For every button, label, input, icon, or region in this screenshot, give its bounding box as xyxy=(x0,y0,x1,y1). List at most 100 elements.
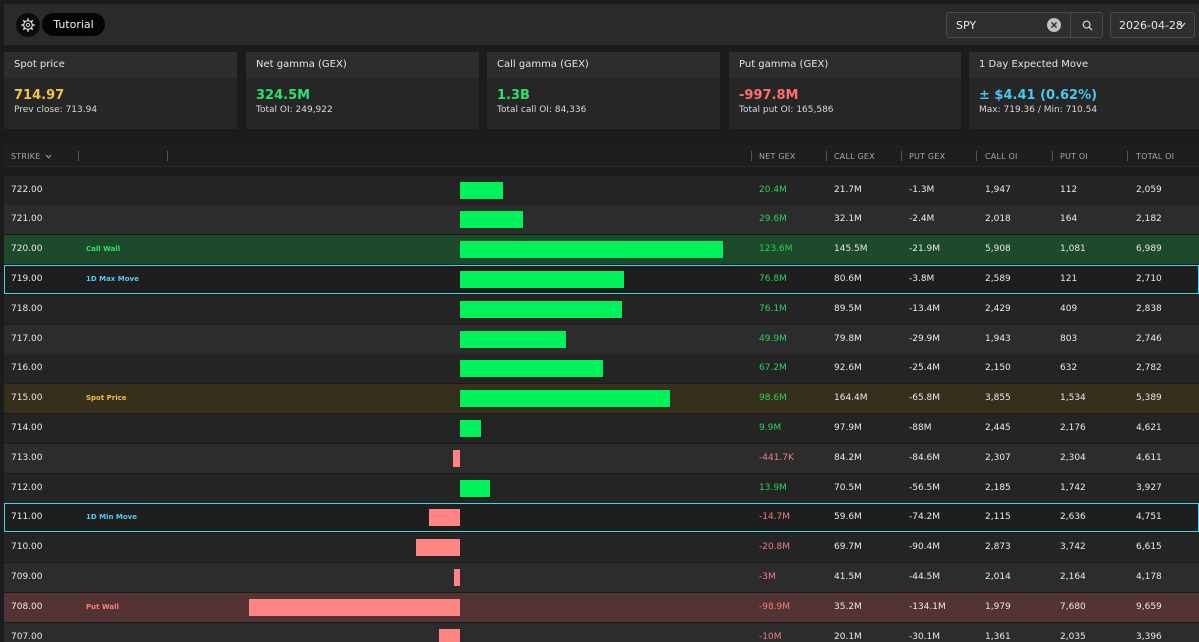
clear-icon xyxy=(1051,22,1057,28)
table-row[interactable]: 710.00 -20.8M 69.7M -90.4M 2,873 3,742 6,615 xyxy=(4,533,1199,563)
put-gamma-value: -997.8M xyxy=(739,88,799,103)
prev-close: Prev close: 713.94 xyxy=(14,105,98,115)
strike-cell: 715.00 xyxy=(11,393,43,404)
put-oi-cell: 2,304 xyxy=(1060,452,1086,463)
strike-cell: 716.00 xyxy=(11,363,43,374)
table-row[interactable]: 709.00 -3M 41.5M -44.5M 2,014 2,164 4,178 xyxy=(4,562,1199,592)
put-gex-cell: -21.9M xyxy=(909,244,941,255)
search-button[interactable] xyxy=(1071,13,1103,37)
call-gamma-value: 1.3B xyxy=(497,88,530,103)
strike-cell: 719.00 xyxy=(11,273,43,284)
table-row[interactable]: 708.00 Put Wall -98.9M 35.2M -134.1M 1,979 7,6… xyxy=(4,592,1199,622)
put-gex-cell: -2.4M xyxy=(909,214,935,225)
move-range: Max: 719.36 / Min: 710.54 xyxy=(979,105,1098,115)
table-row[interactable]: 722.00 20.4M 21.7M -1.3M 1,947 112 2,059 xyxy=(4,175,1199,205)
call-oi-cell: 2,589 xyxy=(985,273,1011,284)
net-gamma-value: 324.5M xyxy=(256,88,311,103)
net-gex-bar xyxy=(452,449,460,467)
net-gex-bar xyxy=(460,330,567,348)
call-oi-cell: 2,445 xyxy=(985,422,1011,433)
column-divider xyxy=(167,151,168,161)
call-gex-cell: 164.4M xyxy=(834,393,868,404)
card-title: Net gamma (GEX) xyxy=(246,52,479,78)
gex-table-body: 723.00 722.00 20.4M 21.7M -1.3M 1,947 112 2,059… xyxy=(4,161,1199,642)
spot-price-value: 714.97 xyxy=(14,88,65,103)
top-bar: Tutorial 2026-04-28 xyxy=(4,4,1199,45)
table-row[interactable]: 719.00 1D Max Move 76.8M 80.6M -3.8M 2,589 121… xyxy=(4,264,1199,294)
ticker-search xyxy=(946,12,1103,38)
net-gex-cell: -3M xyxy=(759,571,776,582)
call-oi-cell: 2,429 xyxy=(985,303,1011,314)
level-tag: Call Wall xyxy=(86,245,121,254)
put-oi-column-header[interactable]: PUT OI xyxy=(1060,152,1088,161)
ticker-search-input[interactable] xyxy=(947,13,1047,37)
put-gex-cell: -88M xyxy=(909,422,932,433)
clear-search-button[interactable] xyxy=(1047,18,1061,32)
total-oi-cell: 6,989 xyxy=(1136,244,1162,255)
search-icon xyxy=(1082,20,1092,30)
net-gex-cell: 13.9M xyxy=(759,482,787,493)
table-row[interactable]: 707.00 -10M 20.1M -30.1M 1,361 2,035 3,396 xyxy=(4,622,1199,642)
net-gex-cell: 49.9M xyxy=(759,333,787,344)
put-gex-cell: -1.3M xyxy=(909,184,935,195)
net-gex-cell: 29.6M xyxy=(759,214,787,225)
put-gex-cell: -134.1M xyxy=(909,601,946,612)
total-oi-cell: 4,178 xyxy=(1136,571,1162,582)
total-oi-column-header[interactable]: TOTAL OI xyxy=(1136,152,1175,161)
call-gex-cell: 21.7M xyxy=(834,184,862,195)
net-gex-column-header[interactable]: NET GEX xyxy=(759,152,796,161)
call-oi-cell: 2,307 xyxy=(985,452,1011,463)
put-gex-cell: -56.5M xyxy=(909,482,941,493)
net-gex-cell: -20.8M xyxy=(759,542,791,553)
table-row[interactable]: 721.00 29.6M 32.1M -2.4M 2,018 164 2,182 xyxy=(4,205,1199,235)
selected-date: 2026-04-28 xyxy=(1119,18,1183,32)
call-gex-cell: 41.5M xyxy=(834,571,862,582)
net-gex-cell: 123.6M xyxy=(759,244,793,255)
table-row[interactable]: 716.00 67.2M 92.6M -25.4M 2,150 632 2,782 xyxy=(4,354,1199,384)
expected-move-card: 1 Day Expected Move ± $4.41 (0.62%) Max:… xyxy=(969,52,1199,129)
total-oi-cell: 9,659 xyxy=(1136,601,1162,612)
column-divider xyxy=(826,151,827,161)
table-row[interactable]: 712.00 13.9M 70.5M -56.5M 2,185 1,742 3,927 xyxy=(4,473,1199,503)
call-oi-cell: 1,943 xyxy=(985,333,1011,344)
put-gex-cell: -29.9M xyxy=(909,333,941,344)
strike-column-header[interactable]: STRIKE xyxy=(11,152,52,161)
put-gex-column-header[interactable]: PUT GEX xyxy=(909,152,946,161)
put-oi-cell: 1,742 xyxy=(1060,482,1086,493)
table-row[interactable]: 711.00 1D Min Move -14.7M 59.6M -74.2M 2,115 2… xyxy=(4,503,1199,533)
net-gex-cell: 98.6M xyxy=(759,393,787,404)
tutorial-button[interactable]: Tutorial xyxy=(42,13,105,36)
card-title: Spot price xyxy=(4,52,237,78)
call-gex-column-header[interactable]: CALL GEX xyxy=(834,152,875,161)
call-gex-cell: 59.6M xyxy=(834,512,862,523)
total-oi-cell: 3,927 xyxy=(1136,482,1162,493)
put-gex-cell: -65.8M xyxy=(909,393,941,404)
put-oi-cell: 7,680 xyxy=(1060,601,1086,612)
call-gamma-card: Call gamma (GEX) 1.3B Total call OI: 84,… xyxy=(487,52,720,129)
table-row[interactable]: 713.00 -441.7K 84.2M -84.6M 2,307 2,304 4,611 xyxy=(4,443,1199,473)
table-row[interactable]: 720.00 Call Wall 123.6M 145.5M -21.9M 5,908 1,… xyxy=(4,235,1199,265)
table-row[interactable]: 715.00 Spot Price 98.6M 164.4M -65.8M 3,855 1,… xyxy=(4,384,1199,414)
call-oi-cell: 2,014 xyxy=(985,571,1011,582)
put-oi-cell: 2,176 xyxy=(1060,422,1086,433)
table-row[interactable]: 717.00 49.9M 79.8M -29.9M 1,943 803 2,746 xyxy=(4,324,1199,354)
net-gex-bar xyxy=(460,181,504,199)
put-oi-cell: 803 xyxy=(1060,333,1078,344)
put-gex-cell: -13.4M xyxy=(909,303,941,314)
net-gex-bar xyxy=(460,360,604,378)
table-row[interactable]: 718.00 76.1M 89.5M -13.4M 2,429 409 2,838 xyxy=(4,294,1199,324)
net-gamma-card: Net gamma (GEX) 324.5M Total OI: 249,922 xyxy=(246,52,479,129)
table-row[interactable]: 714.00 9.9M 97.9M -88M 2,445 2,176 4,621 xyxy=(4,413,1199,443)
card-title: Put gamma (GEX) xyxy=(729,52,961,78)
settings-logo-button[interactable] xyxy=(16,13,40,37)
expiration-date-select[interactable]: 2026-04-28 xyxy=(1110,12,1195,38)
net-gex-bar xyxy=(460,211,524,229)
total-oi-cell: 2,838 xyxy=(1136,303,1162,314)
call-oi-column-header[interactable]: CALL OI xyxy=(985,152,1018,161)
total-oi-cell: 4,611 xyxy=(1136,452,1162,463)
total-oi-cell: 3,396 xyxy=(1136,631,1162,642)
total-oi-cell: 2,182 xyxy=(1136,214,1162,225)
strike-cell: 709.00 xyxy=(11,571,43,582)
strike-cell: 712.00 xyxy=(11,482,43,493)
strike-cell: 720.00 xyxy=(11,244,43,255)
